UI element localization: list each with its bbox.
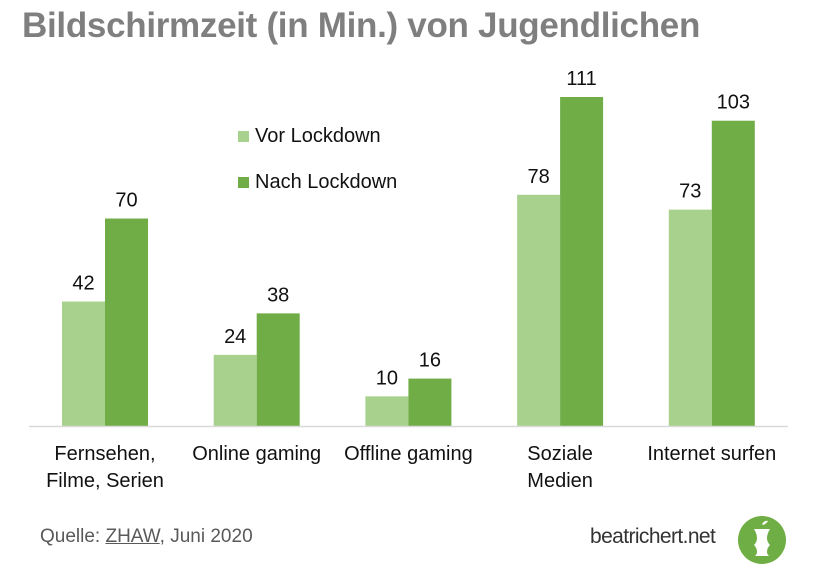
category-labels-group: Fernsehen, Filme, Serien Online gaming Offl… — [46, 443, 776, 492]
bar-vor-3 — [517, 194, 561, 426]
brand-name: beatrichert.net — [590, 525, 716, 548]
legend-label-nach: Nach Lockdown — [255, 170, 398, 193]
legend-item-vor: Vor Lockdown — [238, 124, 397, 148]
category-label: Fernsehen, — [54, 443, 155, 465]
source-prefix: Quelle: — [40, 526, 106, 547]
chart-title: Bildschirmzeit (in Min.) von Jugendliche… — [22, 6, 701, 45]
category-label: Internet surfen — [647, 443, 776, 465]
category-label: Online gaming — [192, 443, 321, 465]
bar-vor-4 — [668, 209, 712, 426]
value-label: 73 — [679, 181, 701, 203]
legend-swatch-nach — [238, 176, 249, 188]
bar-vor-2 — [365, 396, 409, 426]
source-link[interactable]: ZHAW — [105, 526, 160, 547]
source-suffix: , Juni 2020 — [159, 526, 253, 547]
value-label: 78 — [527, 166, 549, 188]
bar-nach-1 — [256, 313, 300, 426]
source-note: Quelle: ZHAW, Juni 2020 — [40, 526, 253, 548]
bar-nach-2 — [408, 378, 452, 426]
legend-swatch-vor — [238, 130, 249, 142]
apple-core-icon — [738, 516, 786, 564]
legend: Vor Lockdown Nach Lockdown — [238, 124, 397, 216]
category-label: Soziale — [527, 443, 593, 465]
value-label: 10 — [376, 367, 398, 389]
bar-nach-0 — [105, 218, 148, 426]
value-labels-group: 42 70 24 38 10 16 78 111 73 103 — [72, 68, 750, 389]
value-label: 42 — [72, 273, 94, 295]
legend-label-vor: Vor Lockdown — [255, 124, 381, 147]
value-label: 24 — [224, 326, 246, 348]
bars-group — [62, 97, 755, 427]
value-label: 70 — [115, 190, 137, 212]
bar-nach-4 — [711, 120, 755, 427]
value-label: 38 — [267, 284, 289, 306]
bar-vor-1 — [213, 354, 257, 426]
value-label: 103 — [717, 92, 750, 114]
value-label: 111 — [566, 68, 596, 90]
value-label: 16 — [419, 350, 441, 372]
category-label: Offline gaming — [344, 443, 473, 465]
legend-item-nach: Nach Lockdown — [238, 170, 397, 194]
bar-nach-3 — [560, 97, 604, 426]
bar-vor-0 — [62, 301, 105, 426]
category-label: Medien — [527, 470, 593, 492]
category-label: Filme, Serien — [46, 470, 164, 492]
